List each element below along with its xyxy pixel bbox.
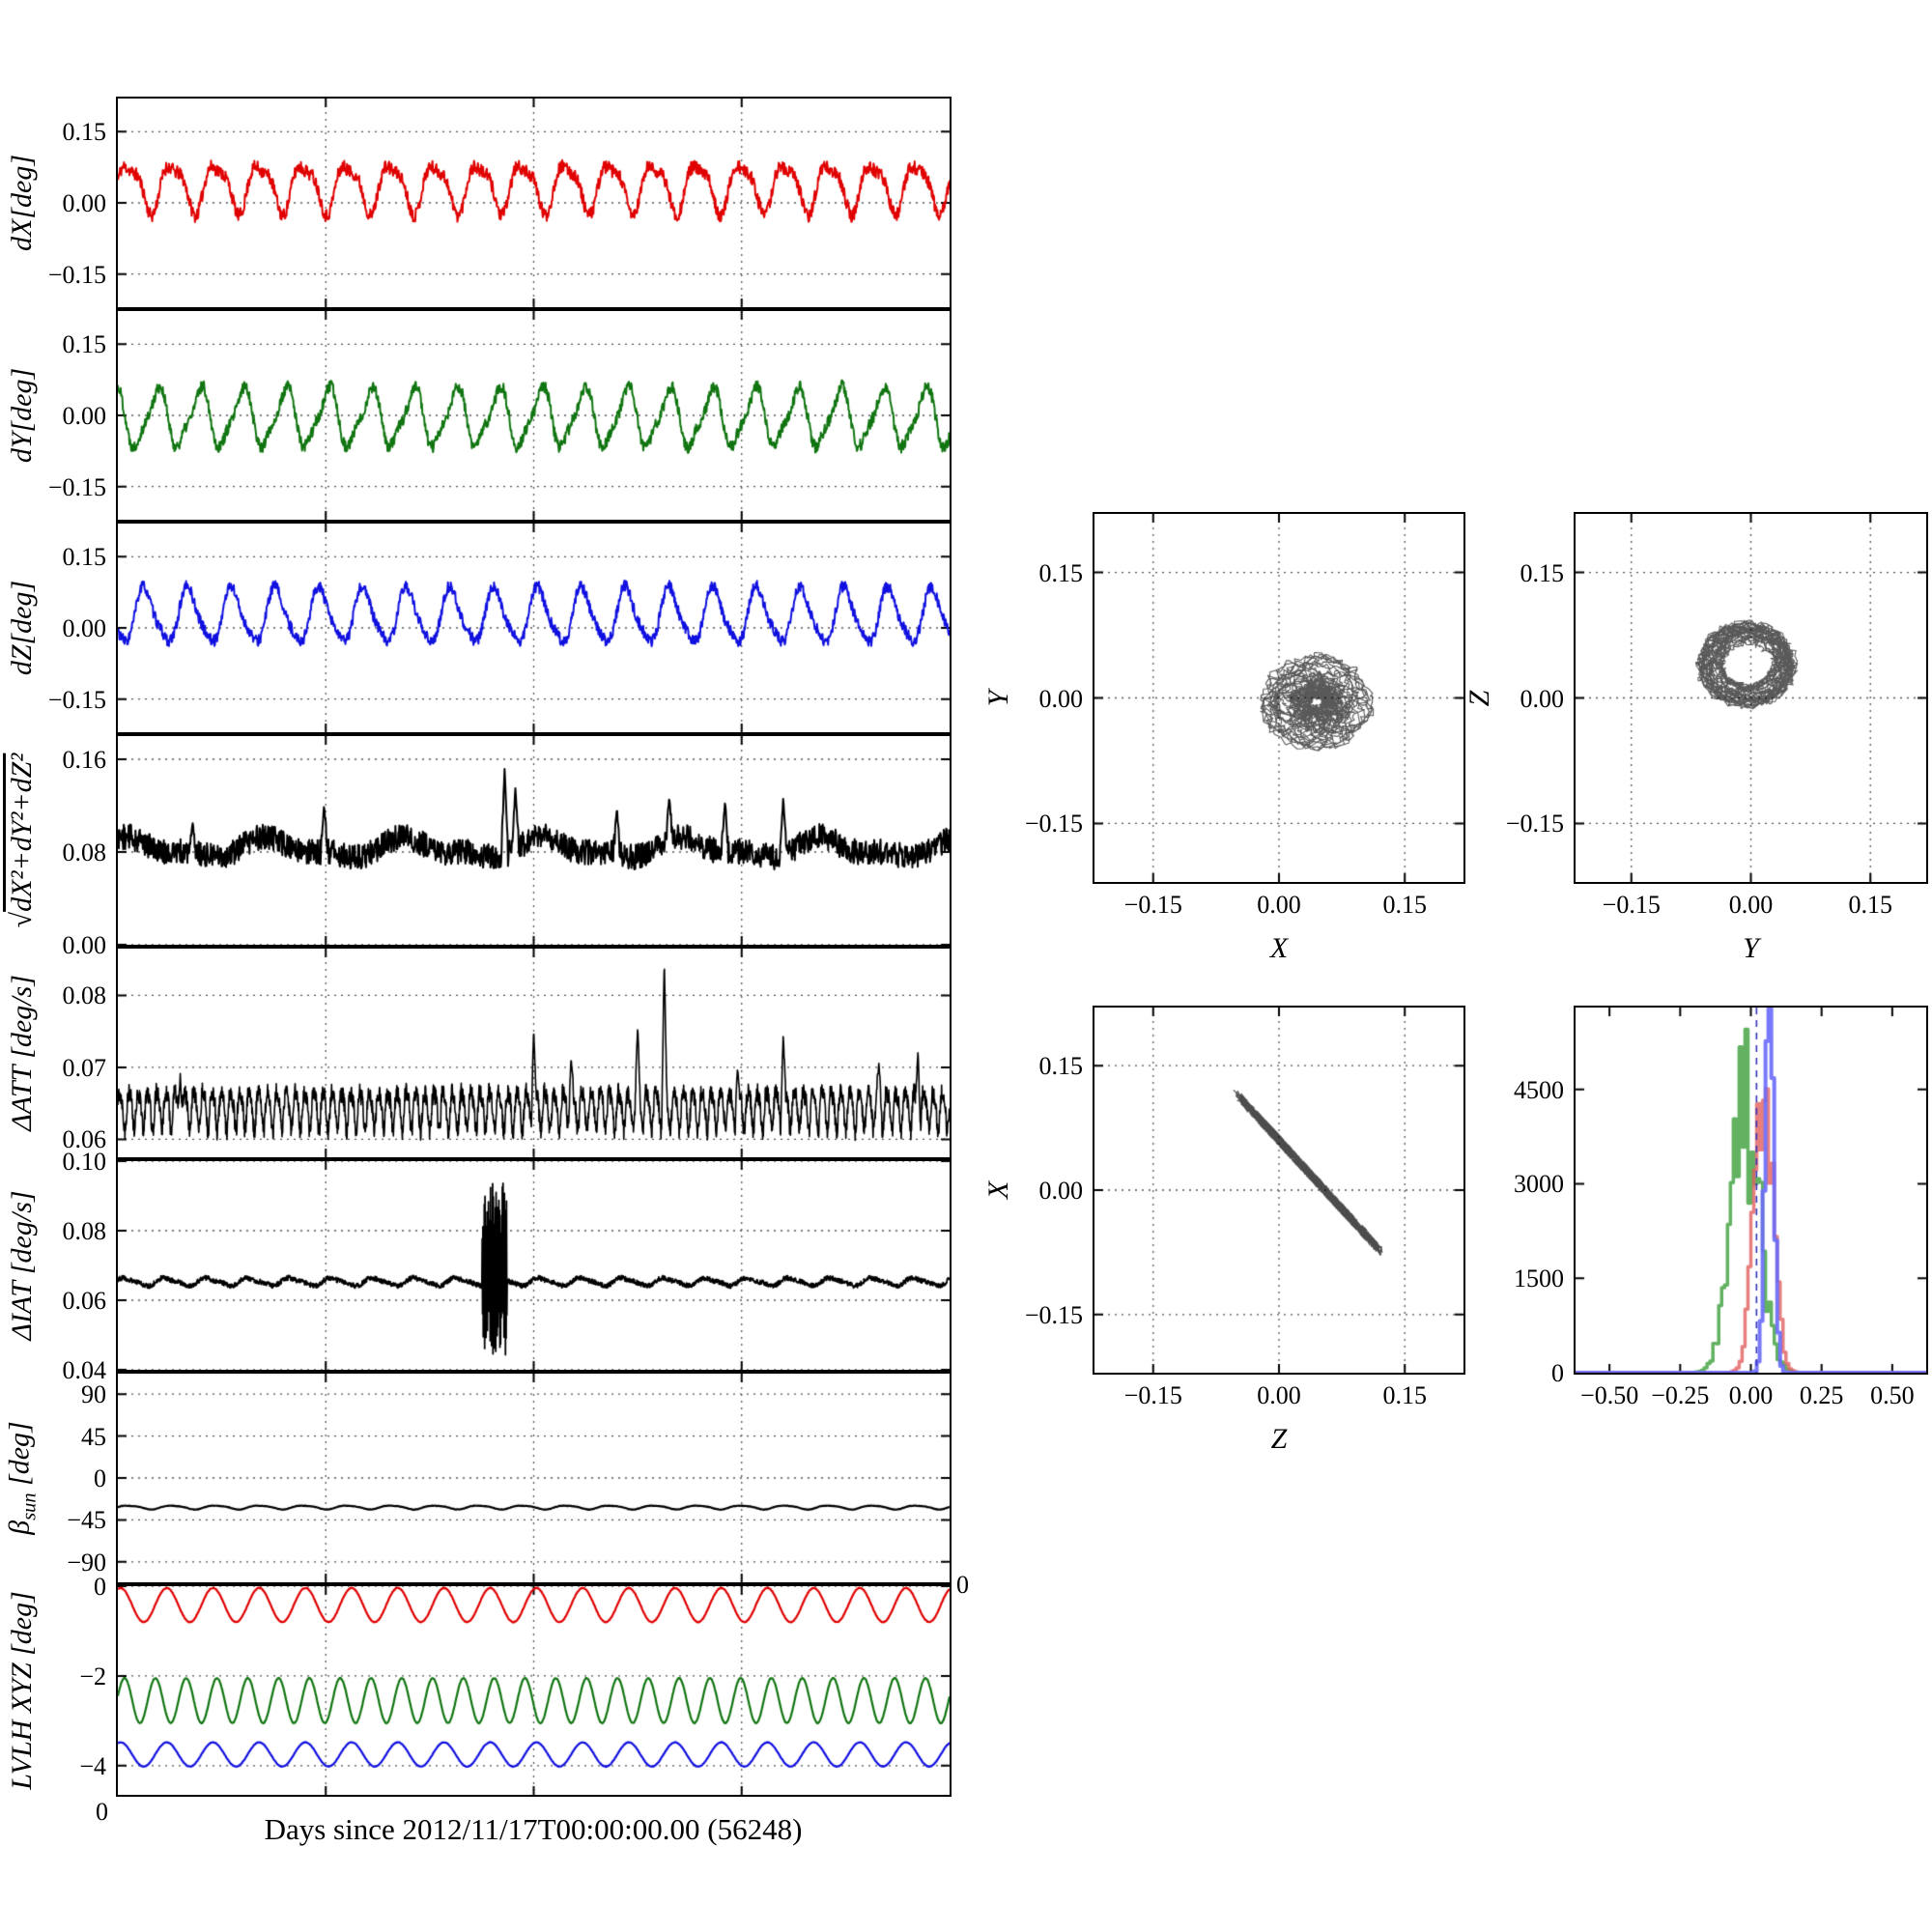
ytick-label-dY-2: −0.15 [47,472,106,501]
panel-dX [116,97,952,309]
panel-lvlh [116,1584,952,1797]
xtick-label-scatter-y-vs-x-2: 0.15 [1382,891,1427,919]
y-axis-label-lvlh: LVLH XYZ [deg] [6,1591,38,1790]
panel-dIAT [116,1159,952,1372]
xtick-label-scatter-x-vs-z-1: 0.00 [1257,1381,1301,1409]
ytick-label-beta-sun-3: −45 [67,1506,106,1535]
panel-dZ [116,522,952,734]
stray-zero-label-0: 0 [956,1571,969,1599]
panel-dY [116,309,952,522]
xtick-label-scatter-z-vs-y-2: 0.15 [1848,891,1893,919]
plot-canvas-lvlh [118,1586,950,1795]
ytick-label-dATT-0: 0.08 [62,981,107,1010]
ytick-label-dATT-2: 0.06 [62,1125,107,1154]
panel-histogram [1574,1006,1928,1375]
y-axis-label-beta-sun: βsun [deg] [3,1421,41,1535]
ytick-label-scatter-z-vs-y-2: −0.15 [1505,810,1564,838]
ytick-label-dY-0: 0.15 [62,330,107,359]
xtick-label-scatter-y-vs-x-1: 0.00 [1257,891,1301,919]
ytick-label-dY-1: 0.00 [62,402,107,430]
y-axis-label-dX: dX[deg] [6,155,38,251]
y-axis-label-scatter-z-vs-y: Z [1463,690,1495,706]
plot-canvas-dY [118,311,950,520]
y-axis-label-dZ: dZ[deg] [6,580,38,676]
xtick-label-histogram-3: 0.25 [1799,1381,1844,1409]
panel-scatter-x-vs-z [1093,1006,1465,1375]
ytick-label-scatter-x-vs-z-1: 0.00 [1038,1177,1084,1205]
ytick-label-histogram-0: 4500 [1514,1075,1564,1104]
panel-beta-sun [116,1372,952,1584]
stray-zero-label-1: 0 [96,1798,108,1826]
ytick-label-dX-1: 0.00 [62,189,107,217]
xtick-label-histogram-1: −0.25 [1651,1381,1710,1409]
ytick-label-scatter-x-vs-z-2: −0.15 [1024,1300,1083,1329]
plot-canvas-histogram [1576,1008,1926,1373]
ytick-label-dIAT-0: 0.10 [62,1148,107,1176]
ytick-label-dIAT-3: 0.04 [62,1356,107,1384]
ytick-label-beta-sun-0: 90 [81,1380,106,1409]
y-axis-label-dATT: ΔATT [deg/s] [6,975,38,1131]
xtick-label-histogram-4: 0.50 [1870,1381,1915,1409]
ytick-label-dATT-1: 0.07 [62,1053,107,1082]
ytick-label-dZ-0: 0.15 [62,543,107,572]
ytick-label-norm-0: 0.16 [62,746,107,774]
ytick-label-dZ-1: 0.00 [62,614,107,642]
x-axis-label: Days since 2012/11/17T00:00:00.00 (56248… [264,1812,803,1846]
y-axis-label-dIAT: ΔIAT [deg/s] [6,1190,38,1341]
ytick-label-dX-0: 0.15 [62,118,107,147]
ytick-label-beta-sun-4: −90 [67,1548,106,1577]
ytick-label-norm-2: 0.00 [62,931,107,959]
xtick-label-scatter-x-vs-z-2: 0.15 [1382,1381,1427,1409]
ytick-label-norm-1: 0.08 [62,838,107,867]
y-axis-label-norm: √dX²+dY²+dZ² [6,753,38,928]
xtick-label-histogram-2: 0.00 [1728,1381,1774,1409]
ytick-label-scatter-y-vs-x-0: 0.15 [1038,558,1084,587]
plot-canvas-norm [118,736,950,945]
ytick-label-dZ-2: −0.15 [47,685,106,714]
plot-canvas-beta-sun [118,1374,950,1582]
ytick-label-scatter-z-vs-y-0: 0.15 [1520,558,1565,587]
plot-canvas-scatter-y-vs-x [1094,514,1463,882]
ytick-label-dIAT-2: 0.06 [62,1287,107,1315]
plot-canvas-dX [118,99,950,307]
ytick-label-scatter-y-vs-x-1: 0.00 [1038,684,1084,713]
ytick-label-lvlh-2: −4 [79,1751,106,1780]
panel-scatter-y-vs-x [1093,512,1465,884]
x-axis-label-scatter-z-vs-y: Y [1743,932,1759,964]
plot-canvas-scatter-x-vs-z [1094,1008,1463,1373]
ytick-label-scatter-z-vs-y-1: 0.00 [1520,684,1565,713]
xtick-label-scatter-x-vs-z-0: −0.15 [1123,1381,1182,1409]
ytick-label-histogram-1: 3000 [1514,1170,1564,1199]
panel-norm [116,734,952,947]
y-axis-label-dY: dY[deg] [6,367,38,464]
y-axis-label-scatter-x-vs-z: X [982,1180,1014,1200]
ytick-label-dX-2: −0.15 [47,260,106,289]
xtick-label-scatter-z-vs-y-0: −0.15 [1602,891,1661,919]
y-axis-label-scatter-y-vs-x: Y [982,690,1014,706]
xtick-label-scatter-y-vs-x-0: −0.15 [1123,891,1182,919]
panel-scatter-z-vs-y [1574,512,1928,884]
xtick-label-histogram-0: −0.50 [1580,1381,1639,1409]
x-axis-label-scatter-x-vs-z: Z [1270,1423,1288,1455]
ytick-label-lvlh-0: 0 [94,1573,106,1601]
ytick-label-beta-sun-1: 45 [81,1422,106,1451]
ytick-label-scatter-y-vs-x-2: −0.15 [1024,810,1083,838]
ytick-label-dIAT-1: 0.08 [62,1217,107,1245]
plot-canvas-dATT [118,949,950,1157]
plot-canvas-dZ [118,524,950,732]
ytick-label-lvlh-1: −2 [79,1662,106,1690]
plot-canvas-dIAT [118,1161,950,1370]
x-axis-label-scatter-y-vs-x: X [1269,932,1289,964]
panel-dATT [116,947,952,1159]
ytick-label-scatter-x-vs-z-0: 0.15 [1038,1052,1084,1081]
ytick-label-beta-sun-2: 0 [94,1464,106,1492]
xtick-label-scatter-z-vs-y-1: 0.00 [1728,891,1774,919]
plot-canvas-scatter-z-vs-y [1576,514,1926,882]
ytick-label-histogram-3: 0 [1551,1359,1564,1387]
ytick-label-histogram-2: 1500 [1514,1264,1564,1293]
